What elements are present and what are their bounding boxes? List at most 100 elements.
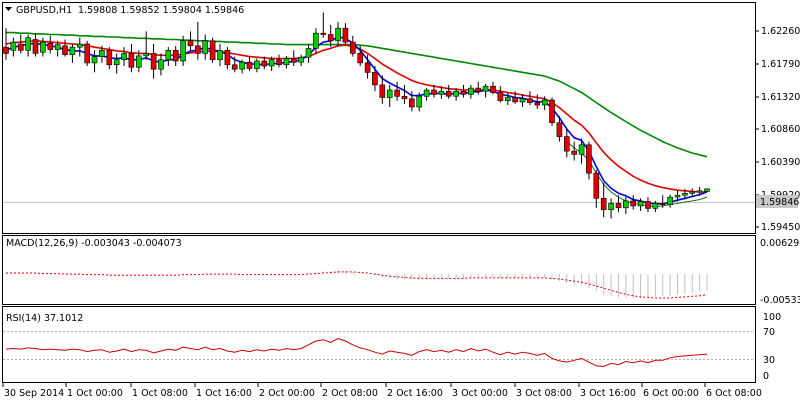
- bearish-candle: [394, 89, 400, 97]
- bearish-candle: [512, 97, 518, 103]
- bearish-candle: [460, 90, 467, 95]
- bullish-candle: [91, 56, 98, 64]
- bullish-candle: [298, 56, 305, 63]
- bullish-candle: [313, 32, 319, 49]
- bearish-candle: [659, 203, 666, 205]
- time-label: 1 Oct 08:00: [132, 388, 188, 399]
- time-label: 2 Oct 00:00: [259, 388, 315, 399]
- time-label: 2 Oct 16:00: [387, 388, 443, 399]
- bearish-candle: [32, 39, 39, 54]
- bullish-candle: [202, 40, 208, 54]
- bullish-candle: [423, 89, 430, 97]
- bearish-candle: [195, 45, 201, 54]
- chart-ohlc: 1.59808 1.59852 1.59804 1.59846: [78, 5, 244, 16]
- bullish-candle: [468, 87, 474, 95]
- bullish-candle: [180, 40, 186, 62]
- bullish-candle: [99, 49, 105, 57]
- rsi-tick: 0: [763, 371, 769, 382]
- time-label: 3 Oct 16:00: [580, 388, 636, 399]
- bullish-candle: [254, 60, 260, 69]
- bearish-candle: [593, 172, 600, 199]
- bullish-candle: [335, 27, 341, 42]
- bearish-candle: [364, 62, 371, 73]
- bearish-candle: [290, 58, 297, 63]
- bearish-candle: [408, 98, 415, 108]
- bearish-candle: [534, 102, 541, 106]
- bearish-candle: [128, 53, 135, 68]
- bullish-candle: [541, 99, 548, 106]
- bullish-candle: [696, 190, 703, 193]
- bullish-candle: [10, 41, 17, 51]
- bullish-candle: [622, 200, 629, 209]
- bullish-candle: [283, 58, 290, 66]
- bearish-candle: [47, 42, 54, 50]
- bearish-candle: [497, 92, 504, 101]
- bearish-candle: [261, 60, 268, 67]
- bearish-candle: [571, 150, 578, 155]
- chart-symbol: GBPUSD,H1: [16, 5, 72, 16]
- macd-label: MACD(12,26,9) -0.003043 -0.004073: [6, 238, 182, 249]
- bearish-candle: [630, 200, 637, 207]
- bullish-candle: [453, 90, 459, 97]
- time-label: 30 Sep 2014: [4, 388, 64, 399]
- bullish-candle: [637, 201, 644, 207]
- bearish-candle: [17, 43, 24, 51]
- bearish-candle: [556, 122, 563, 137]
- price-tick: 1.62260: [761, 26, 800, 37]
- price-tick: 1.60390: [761, 157, 800, 168]
- rsi-line: [5, 338, 708, 368]
- bullish-candle: [674, 194, 681, 198]
- rsi-label: RSI(14) 37.1012: [6, 313, 83, 324]
- bearish-candle: [150, 53, 157, 70]
- time-label: 3 Oct 08:00: [516, 388, 572, 399]
- bullish-candle: [689, 191, 696, 194]
- price-tick: 1.59450: [761, 222, 800, 233]
- bearish-candle: [490, 85, 496, 93]
- bullish-candle: [704, 188, 710, 192]
- bearish-candle: [431, 89, 437, 95]
- bullish-candle: [682, 193, 688, 196]
- bearish-candle: [342, 27, 349, 43]
- bearish-candle: [84, 43, 90, 64]
- time-label: 1 Oct 16:00: [196, 388, 252, 399]
- bearish-candle: [349, 41, 356, 54]
- bearish-candle: [187, 40, 194, 47]
- bearish-candle: [586, 144, 592, 174]
- bearish-candle: [106, 49, 113, 66]
- bullish-candle: [268, 59, 275, 67]
- bullish-candle: [54, 44, 61, 50]
- bearish-candle: [372, 72, 378, 86]
- price-panel[interactable]: [2, 2, 756, 234]
- bullish-candle: [69, 46, 76, 55]
- bearish-candle: [615, 203, 622, 209]
- bullish-candle: [25, 37, 31, 51]
- bearish-candle: [600, 198, 607, 210]
- bearish-candle: [246, 61, 253, 69]
- time-label: 1 Oct 00:00: [67, 388, 123, 399]
- rsi-panel[interactable]: [2, 306, 756, 383]
- macd-tick: 0.00629: [760, 238, 799, 249]
- bearish-candle: [445, 90, 452, 97]
- current-price-label: 1.59846: [760, 197, 799, 208]
- triangle-down-icon[interactable]: [5, 7, 12, 11]
- bullish-candle: [165, 49, 172, 61]
- bearish-candle: [527, 98, 533, 103]
- candlesticks: [3, 12, 710, 219]
- bullish-candle: [652, 203, 659, 209]
- bullish-candle: [239, 61, 245, 70]
- time-label: 2 Oct 08:00: [322, 388, 378, 399]
- current-price-box: [756, 195, 798, 208]
- bearish-candle: [172, 49, 179, 62]
- bearish-candle: [563, 136, 570, 152]
- bullish-candle: [667, 196, 673, 206]
- macd-panel[interactable]: [2, 235, 756, 305]
- bearish-candle: [224, 49, 231, 66]
- slow-moving-average-line: [6, 31, 708, 158]
- macd-signal-path: [6, 271, 708, 299]
- bearish-candle: [401, 96, 408, 100]
- bullish-candle: [77, 43, 83, 48]
- bullish-candle: [136, 55, 142, 68]
- rsi-tick: 70: [763, 327, 775, 338]
- time-label: 6 Oct 08:00: [706, 388, 762, 399]
